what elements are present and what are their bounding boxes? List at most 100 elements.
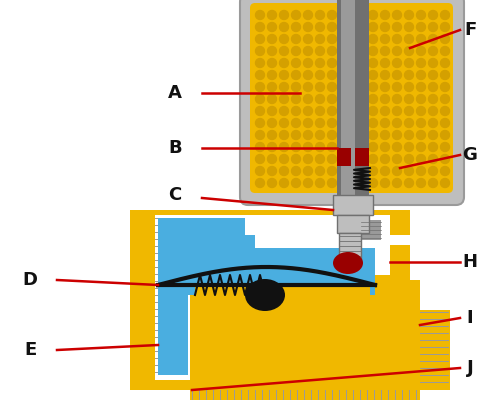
- Circle shape: [369, 142, 377, 152]
- Circle shape: [267, 82, 277, 92]
- Circle shape: [380, 58, 389, 68]
- Circle shape: [405, 70, 413, 80]
- Circle shape: [441, 34, 450, 44]
- Polygon shape: [158, 218, 375, 375]
- Circle shape: [280, 34, 288, 44]
- Circle shape: [303, 10, 313, 20]
- Circle shape: [316, 118, 325, 128]
- Circle shape: [280, 154, 288, 164]
- Text: H: H: [462, 253, 478, 271]
- Circle shape: [393, 70, 402, 80]
- Circle shape: [393, 94, 402, 104]
- Circle shape: [328, 130, 336, 140]
- Polygon shape: [265, 248, 375, 278]
- Circle shape: [316, 130, 325, 140]
- Circle shape: [405, 130, 413, 140]
- Circle shape: [328, 142, 336, 152]
- Circle shape: [303, 178, 313, 188]
- Circle shape: [316, 166, 325, 176]
- FancyBboxPatch shape: [240, 0, 464, 205]
- Circle shape: [393, 106, 402, 116]
- Polygon shape: [130, 210, 450, 400]
- Circle shape: [405, 154, 413, 164]
- Circle shape: [428, 82, 438, 92]
- Circle shape: [416, 22, 425, 32]
- Text: G: G: [462, 146, 477, 164]
- Text: C: C: [168, 186, 182, 204]
- Circle shape: [280, 142, 288, 152]
- Circle shape: [255, 154, 264, 164]
- Circle shape: [416, 34, 425, 44]
- Circle shape: [369, 34, 377, 44]
- Bar: [155, 215, 190, 380]
- Bar: [341, 0, 355, 230]
- Circle shape: [441, 178, 450, 188]
- Circle shape: [380, 82, 389, 92]
- Circle shape: [405, 142, 413, 152]
- Circle shape: [393, 46, 402, 56]
- Circle shape: [441, 154, 450, 164]
- Circle shape: [369, 106, 377, 116]
- Polygon shape: [155, 215, 390, 285]
- Circle shape: [267, 154, 277, 164]
- Circle shape: [280, 94, 288, 104]
- Circle shape: [428, 34, 438, 44]
- Circle shape: [393, 58, 402, 68]
- Bar: [361, 220, 381, 240]
- Circle shape: [380, 154, 389, 164]
- Circle shape: [328, 58, 336, 68]
- Circle shape: [303, 166, 313, 176]
- Circle shape: [303, 154, 313, 164]
- Circle shape: [405, 58, 413, 68]
- Circle shape: [428, 178, 438, 188]
- Circle shape: [441, 82, 450, 92]
- Circle shape: [405, 82, 413, 92]
- Circle shape: [405, 46, 413, 56]
- Text: F: F: [464, 21, 476, 39]
- Text: J: J: [467, 359, 473, 377]
- Circle shape: [291, 178, 300, 188]
- Circle shape: [393, 118, 402, 128]
- Circle shape: [328, 10, 336, 20]
- Circle shape: [393, 82, 402, 92]
- Circle shape: [369, 118, 377, 128]
- Text: D: D: [23, 271, 38, 289]
- Circle shape: [380, 22, 389, 32]
- Circle shape: [393, 166, 402, 176]
- Circle shape: [255, 58, 264, 68]
- Circle shape: [369, 82, 377, 92]
- Circle shape: [441, 118, 450, 128]
- Circle shape: [280, 58, 288, 68]
- Circle shape: [328, 22, 336, 32]
- Circle shape: [441, 58, 450, 68]
- Circle shape: [291, 58, 300, 68]
- Circle shape: [328, 70, 336, 80]
- Circle shape: [380, 118, 389, 128]
- Circle shape: [369, 58, 377, 68]
- Circle shape: [416, 94, 425, 104]
- Circle shape: [428, 118, 438, 128]
- Text: A: A: [168, 84, 182, 102]
- Circle shape: [380, 34, 389, 44]
- Circle shape: [255, 70, 264, 80]
- Circle shape: [316, 142, 325, 152]
- Circle shape: [380, 70, 389, 80]
- Circle shape: [255, 130, 264, 140]
- Circle shape: [328, 94, 336, 104]
- Circle shape: [267, 70, 277, 80]
- Circle shape: [428, 130, 438, 140]
- Circle shape: [428, 142, 438, 152]
- Circle shape: [428, 10, 438, 20]
- Circle shape: [291, 166, 300, 176]
- Circle shape: [416, 70, 425, 80]
- Circle shape: [328, 106, 336, 116]
- Circle shape: [303, 58, 313, 68]
- Circle shape: [380, 142, 389, 152]
- Circle shape: [441, 166, 450, 176]
- Circle shape: [380, 94, 389, 104]
- Circle shape: [255, 106, 264, 116]
- Circle shape: [405, 178, 413, 188]
- Circle shape: [393, 22, 402, 32]
- Circle shape: [316, 106, 325, 116]
- Circle shape: [441, 10, 450, 20]
